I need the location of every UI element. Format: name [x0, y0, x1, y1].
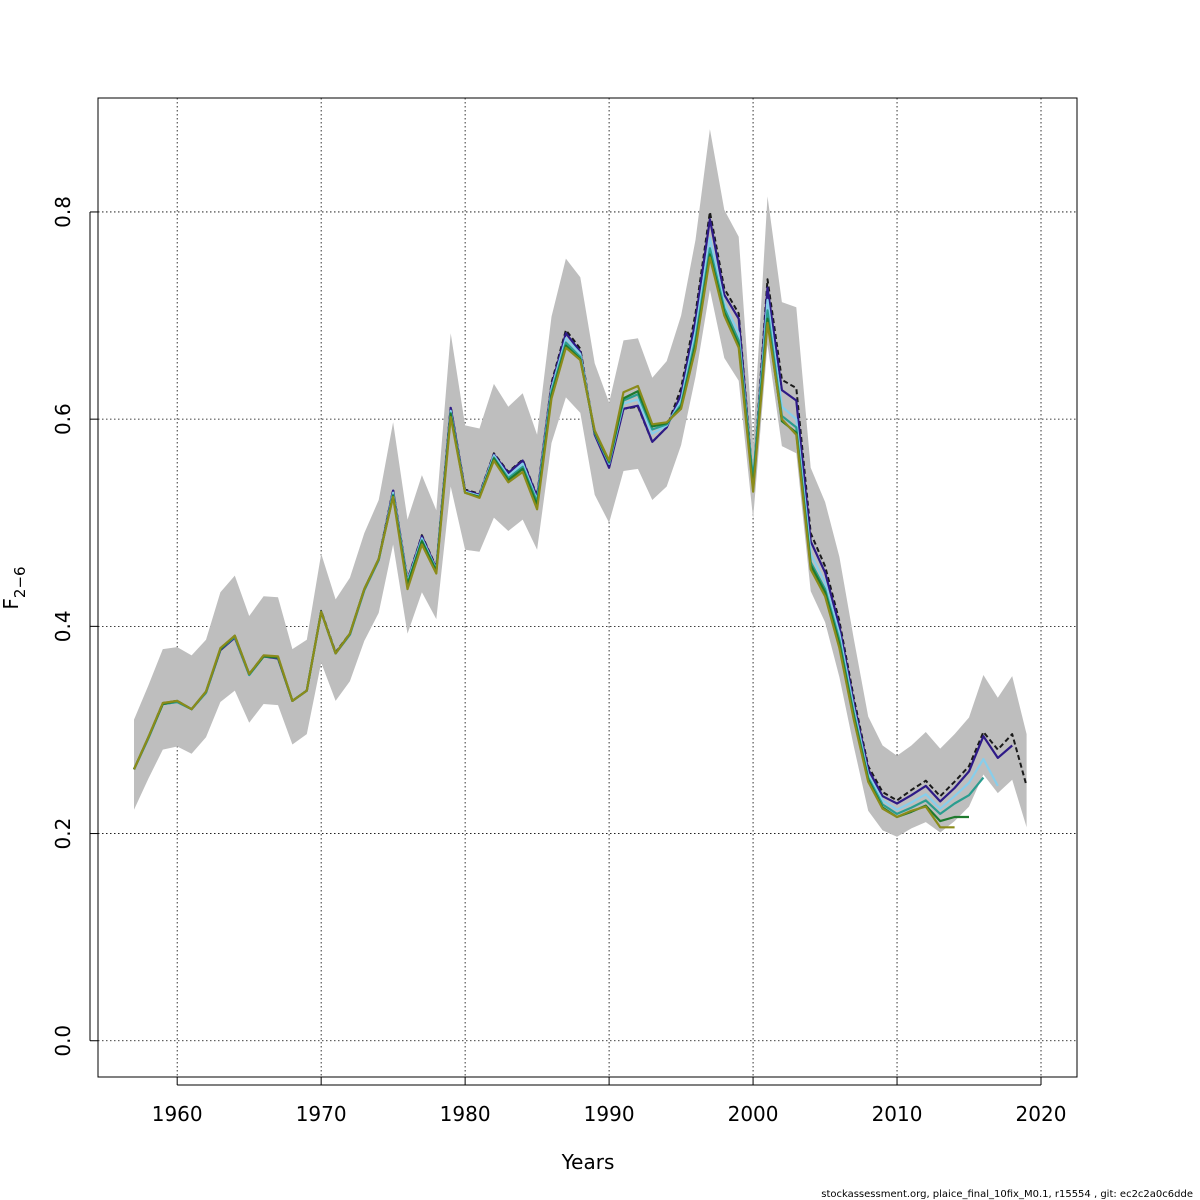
y-tick-label: 0.4	[51, 610, 75, 642]
x-tick-label: 1980	[440, 1102, 491, 1126]
y-axis-title: F2−6	[0, 566, 29, 609]
y-tick-label: 0.0	[51, 1025, 75, 1057]
x-axis: 1960 1970 1980 1990 2000 2010 2020	[152, 1077, 1067, 1126]
y-axis: 0.0 0.2 0.4 0.6 0.8	[51, 196, 98, 1057]
series-lines	[132, 211, 1028, 829]
series-line-6	[132, 256, 955, 829]
plot-frame	[97, 97, 1078, 1078]
grid-lines	[98, 98, 1077, 1077]
confidence-band-area	[134, 129, 1027, 837]
y-tick-label: 0.2	[51, 818, 75, 850]
y-tick-label: 0.6	[51, 403, 75, 435]
y-tick-label: 0.8	[51, 196, 75, 228]
x-tick-label: 2020	[1016, 1102, 1067, 1126]
x-tick-label: 2000	[728, 1102, 779, 1126]
x-axis-title: Years	[561, 1150, 615, 1174]
footer-caption: stockassessment.org, plaice_final_10fix_…	[821, 1189, 1193, 1200]
x-tick-label: 1990	[584, 1102, 635, 1126]
y-axis-title-main: F	[0, 598, 23, 610]
x-tick-label: 2010	[872, 1102, 923, 1126]
x-tick-label: 1960	[152, 1102, 203, 1126]
y-axis-title-sub: 2−6	[11, 566, 29, 598]
x-tick-label: 1970	[296, 1102, 347, 1126]
confidence-band	[134, 129, 1027, 837]
